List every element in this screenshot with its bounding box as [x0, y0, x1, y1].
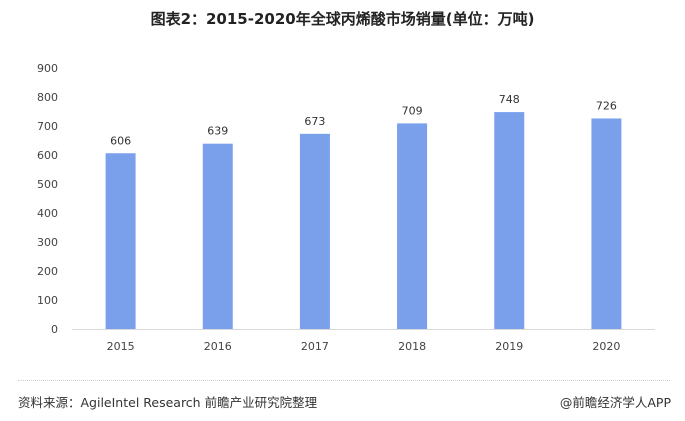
- x-tick-label-2018: 2018: [398, 340, 426, 353]
- data-label-2016: 639: [207, 125, 228, 138]
- credit-note: @前瞻经济学人APP: [559, 395, 671, 410]
- bar-2019: [494, 112, 525, 329]
- bars-group: [105, 112, 622, 330]
- x-tick-label-2016: 2016: [204, 340, 232, 353]
- x-tick-label-2017: 2017: [301, 340, 329, 353]
- y-tick-label: 900: [37, 62, 58, 75]
- y-tick-label: 200: [37, 265, 58, 278]
- x-tick-label-2015: 2015: [107, 340, 135, 353]
- y-tick-label: 800: [37, 91, 58, 104]
- data-label-2017: 673: [304, 115, 325, 128]
- data-label-2015: 606: [110, 134, 131, 147]
- y-tick-label: 700: [37, 120, 58, 133]
- bar-2017: [299, 133, 330, 329]
- y-tick-label: 500: [37, 178, 58, 191]
- data-label-2019: 748: [499, 93, 520, 106]
- source-note: 资料来源：AgileIntel Research 前瞻产业研究院整理: [18, 395, 318, 410]
- bar-2020: [591, 118, 622, 330]
- bar-2016: [202, 143, 233, 329]
- y-tick-label: 0: [51, 323, 58, 336]
- data-label-2020: 726: [596, 99, 617, 112]
- footer-divider: [18, 380, 670, 381]
- x-tick-label-2019: 2019: [495, 340, 523, 353]
- data-label-2018: 709: [402, 104, 423, 117]
- chart-title: 图表2：2015-2020年全球丙烯酸市场销量(单位：万吨): [150, 10, 535, 28]
- bar-2018: [397, 123, 428, 329]
- x-tick-label-2020: 2020: [592, 340, 620, 353]
- y-tick-label: 400: [37, 207, 58, 220]
- bar-2015: [105, 153, 136, 329]
- x-axis: 2015 2016 2017 2018 2019 2020: [107, 340, 621, 353]
- y-tick-label: 600: [37, 149, 58, 162]
- y-tick-label: 100: [37, 294, 58, 307]
- y-axis: 0 100 200 300 400 500 600 700 800 900: [37, 62, 58, 336]
- chart-plot: 0 100 200 300 400 500 600 700 800 900 606 639 673 70…: [37, 62, 655, 353]
- y-tick-label: 300: [37, 236, 58, 249]
- data-labels-group: 606 639 673 709 748 726: [110, 93, 617, 147]
